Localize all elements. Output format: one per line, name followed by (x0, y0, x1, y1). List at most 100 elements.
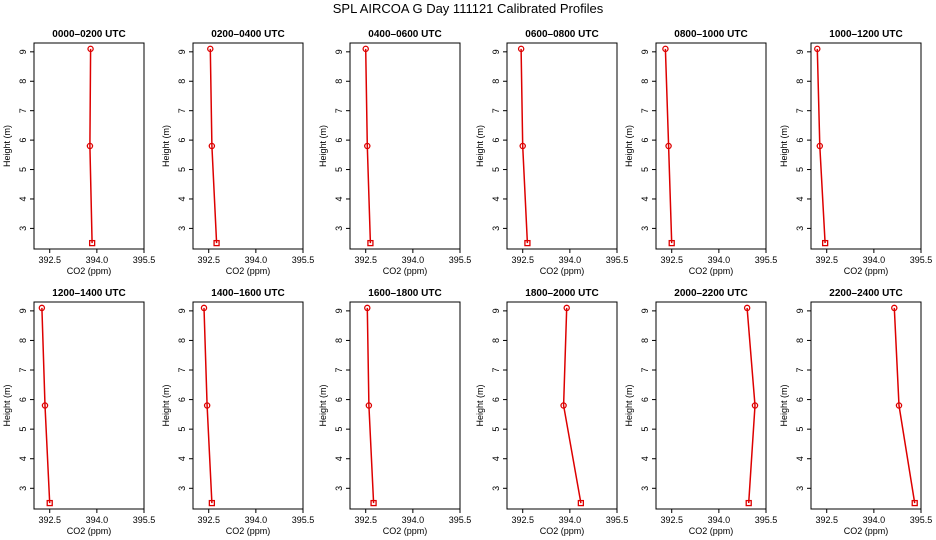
plot-frame (506, 301, 618, 510)
y-tick-label: 8 (177, 338, 187, 343)
y-tick-label: 9 (334, 49, 344, 54)
y-tick-label: 7 (795, 368, 805, 373)
y-tick-label: 4 (177, 456, 187, 461)
x-tick-label: 394.0 (86, 515, 109, 525)
y-tick-label: 3 (18, 226, 28, 231)
data-point (563, 304, 570, 312)
x-tick-label: 395.5 (449, 255, 472, 265)
y-tick-label: 4 (18, 456, 28, 461)
y-tick-label: 9 (640, 308, 650, 313)
panel-title: 1800–2000 UTC (525, 288, 598, 299)
y-tick-label: 9 (18, 49, 28, 54)
plot-frame (655, 301, 767, 510)
data-point (577, 499, 585, 507)
y-tick-label: 7 (640, 368, 650, 373)
x-tick-label: 394.0 (559, 515, 582, 525)
data-point (365, 402, 373, 409)
y-tick-label: 6 (795, 397, 805, 402)
plot-frame (810, 42, 922, 250)
y-tick-label: 5 (795, 427, 805, 432)
y-tick-label: 3 (640, 486, 650, 491)
panel-10: 1800–2000 UTC 392.5 394.0 395.5 3 4 5 6 7 8 9 CO2 (… (475, 288, 628, 536)
data-point (41, 402, 49, 409)
plot-frame (810, 301, 922, 510)
x-tick-label: 395.5 (133, 515, 156, 525)
x-tick-label: 392.5 (815, 255, 838, 265)
plot-frame (349, 42, 461, 250)
y-axis-label: Height (m) (161, 384, 171, 426)
x-tick-label: 392.5 (197, 255, 220, 265)
y-tick-label: 3 (334, 226, 344, 231)
x-tick-label: 394.0 (863, 515, 886, 525)
series-line (746, 307, 756, 504)
x-tick-label: 392.5 (815, 515, 838, 525)
y-tick-label: 5 (18, 427, 28, 432)
y-tick-label: 6 (18, 397, 28, 402)
panel-11: 2000–2200 UTC 392.5 394.0 395.5 3 4 5 6 7 8 9 CO2 (… (624, 288, 777, 536)
x-tick-label: 392.5 (197, 515, 220, 525)
plot-frame (192, 301, 304, 510)
y-tick-label: 7 (491, 108, 501, 113)
plot-frame (192, 42, 304, 250)
panel-title: 0800–1000 UTC (674, 29, 747, 40)
x-axis-label: CO2 (ppm) (383, 526, 428, 536)
x-tick-label: 394.0 (559, 255, 582, 265)
data-point (87, 45, 94, 53)
y-tick-label: 3 (177, 486, 187, 491)
x-tick-label: 394.0 (402, 255, 425, 265)
x-tick-label: 392.5 (511, 515, 534, 525)
x-tick-label: 392.5 (511, 255, 534, 265)
x-tick-label: 395.5 (606, 255, 629, 265)
y-tick-label: 8 (491, 79, 501, 84)
data-point (891, 304, 898, 312)
y-tick-label: 8 (640, 338, 650, 343)
y-tick-label: 8 (18, 79, 28, 84)
data-point (213, 239, 220, 247)
y-tick-label: 6 (334, 138, 344, 143)
plot-frame (349, 301, 461, 510)
data-point (364, 142, 371, 150)
y-axis-label: Height (m) (624, 384, 634, 426)
plot-frame (506, 42, 618, 250)
y-tick-label: 4 (177, 196, 187, 201)
data-point (911, 499, 918, 507)
panel-title: 1000–1200 UTC (829, 29, 902, 40)
x-axis-label: CO2 (ppm) (844, 266, 889, 276)
y-axis-label: Height (m) (318, 384, 328, 426)
y-tick-label: 6 (640, 138, 650, 143)
series-line (364, 48, 372, 244)
y-tick-label: 6 (795, 138, 805, 143)
panel-title: 0200–0400 UTC (211, 29, 284, 40)
data-point (200, 304, 208, 312)
x-tick-label: 395.5 (606, 515, 629, 525)
y-tick-label: 8 (640, 79, 650, 84)
data-point (524, 239, 531, 247)
x-tick-label: 395.5 (755, 255, 778, 265)
x-axis-label: CO2 (ppm) (383, 266, 428, 276)
x-tick-label: 392.5 (38, 255, 61, 265)
y-axis-label: Height (m) (318, 125, 328, 167)
data-point (208, 142, 216, 150)
y-tick-label: 3 (491, 226, 501, 231)
panel-title: 2000–2200 UTC (674, 288, 747, 299)
data-point (38, 304, 46, 312)
x-axis-label: CO2 (ppm) (67, 266, 112, 276)
y-tick-label: 4 (491, 456, 501, 461)
panel-6: 1000–1200 UTC 392.5 394.0 395.5 3 4 5 6 7 8 9 CO2 (… (779, 29, 932, 276)
series-line (209, 48, 218, 244)
data-point (207, 45, 214, 53)
y-tick-label: 7 (177, 368, 187, 373)
y-axis-label: Height (m) (2, 384, 12, 426)
figure-title: SPL AIRCOA G Day 111121 Calibrated Profi… (333, 1, 604, 16)
y-tick-label: 6 (177, 397, 187, 402)
y-tick-label: 4 (640, 196, 650, 201)
y-tick-label: 8 (334, 338, 344, 343)
x-tick-label: 395.5 (292, 255, 315, 265)
data-point (745, 499, 752, 507)
y-tick-label: 3 (795, 226, 805, 231)
series-line (41, 307, 51, 504)
y-tick-label: 5 (18, 167, 28, 172)
y-tick-label: 7 (795, 108, 805, 113)
y-tick-label: 9 (795, 49, 805, 54)
y-tick-label: 6 (491, 397, 501, 402)
